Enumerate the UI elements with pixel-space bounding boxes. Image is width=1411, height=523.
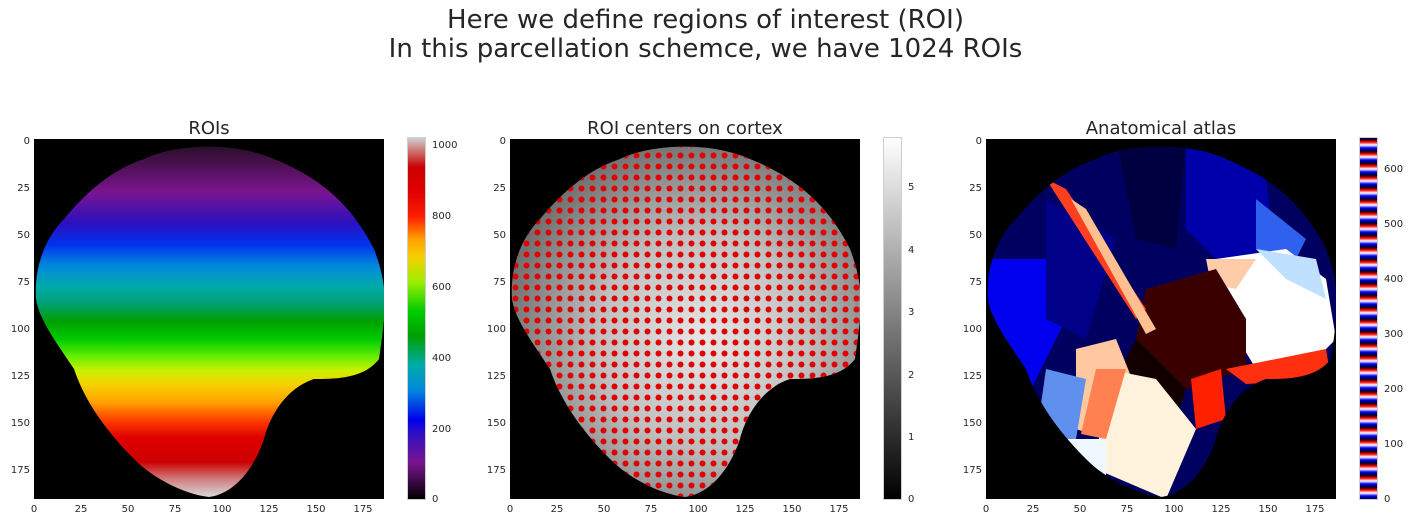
x-tick: 0 — [506, 504, 514, 515]
colorbar-tick: 1 — [908, 432, 915, 443]
y-tick: 100 — [962, 324, 982, 335]
colorbar-tick: 3 — [908, 307, 915, 318]
colorbar-tick: 0 — [908, 494, 915, 505]
y-tick: 175 — [486, 465, 506, 476]
y-tick: 125 — [486, 371, 506, 382]
colorbar-tick: 2 — [908, 370, 915, 381]
y-tick: 25 — [493, 183, 506, 194]
y-tick: 50 — [493, 230, 506, 241]
y-tick: 175 — [10, 465, 30, 476]
colorbar-tick: 300 — [1384, 329, 1404, 340]
y-tick: 25 — [17, 183, 30, 194]
colorbar-tick: 5 — [908, 182, 915, 193]
brain-shape — [35, 146, 384, 497]
x-tick: 75 — [1120, 504, 1134, 515]
panel-title: ROI centers on cortex — [587, 118, 783, 139]
x-tick: 125 — [1211, 504, 1231, 515]
x-tick: 100 — [212, 504, 232, 515]
y-tick: 150 — [486, 418, 506, 429]
x-tick: 0 — [30, 504, 38, 515]
x-tick: 50 — [597, 504, 611, 515]
roi-center-markers — [511, 146, 860, 497]
panel-title: ROIs — [188, 118, 230, 139]
roi-centers-image — [510, 139, 860, 499]
y-tick: 125 — [962, 371, 982, 382]
colorbar-tick: 600 — [1384, 164, 1404, 175]
x-tick: 75 — [168, 504, 182, 515]
y-tick: 150 — [10, 418, 30, 429]
x-tick: 175 — [829, 504, 849, 515]
x-tick: 75 — [644, 504, 658, 515]
y-tick: 75 — [17, 277, 30, 288]
x-tick: 25 — [74, 504, 88, 515]
x-tick: 25 — [1026, 504, 1040, 515]
colorbar-tick: 200 — [1384, 384, 1404, 395]
atlas-regions — [987, 146, 1336, 497]
x-tick: 150 — [1258, 504, 1278, 515]
colorbar-tick: 400 — [1384, 274, 1404, 285]
colorbar-tick: 4 — [908, 245, 915, 256]
y-tick: 50 — [969, 230, 982, 241]
suptitle-line-2: In this parcellation schemce, we have 10… — [388, 34, 1023, 64]
x-tick: 50 — [1073, 504, 1087, 515]
x-tick: 50 — [121, 504, 135, 515]
colorbar-tick: 400 — [432, 353, 452, 364]
y-tick: 75 — [969, 277, 982, 288]
x-tick: 175 — [1305, 504, 1325, 515]
colorbar-tick: 100 — [1384, 439, 1404, 450]
roi-image — [34, 139, 384, 499]
x-tick: 100 — [688, 504, 708, 515]
colorbar-tick: 0 — [432, 494, 439, 505]
colorbar-tick: 0 — [1384, 494, 1391, 505]
colorbar-tick: 1000 — [432, 140, 458, 151]
x-tick: 125 — [259, 504, 279, 515]
colorbar — [407, 137, 426, 500]
x-tick: 175 — [353, 504, 373, 515]
colorbar-tick: 200 — [432, 424, 452, 435]
x-tick: 125 — [735, 504, 755, 515]
colorbar — [883, 137, 902, 500]
y-tick: 125 — [10, 371, 30, 382]
panel-title: Anatomical atlas — [1085, 118, 1237, 139]
y-tick: 100 — [10, 324, 30, 335]
x-tick: 0 — [982, 504, 990, 515]
x-tick: 100 — [1164, 504, 1184, 515]
y-tick: 150 — [962, 418, 982, 429]
colorbar-tick: 600 — [432, 282, 452, 293]
y-tick: 0 — [975, 136, 982, 147]
colorbar-tick: 800 — [432, 211, 452, 222]
y-tick: 75 — [493, 277, 506, 288]
y-tick: 175 — [962, 465, 982, 476]
colorbar — [1359, 137, 1378, 500]
y-tick: 0 — [23, 136, 30, 147]
y-tick: 100 — [486, 324, 506, 335]
x-tick: 150 — [782, 504, 802, 515]
y-tick: 0 — [499, 136, 506, 147]
atlas-image — [986, 139, 1336, 499]
x-tick: 25 — [550, 504, 564, 515]
x-tick: 150 — [306, 504, 326, 515]
colorbar-tick: 500 — [1384, 219, 1404, 230]
suptitle-line-1: Here we define regions of interest (ROI) — [447, 5, 964, 35]
y-tick: 25 — [969, 183, 982, 194]
y-tick: 50 — [17, 230, 30, 241]
